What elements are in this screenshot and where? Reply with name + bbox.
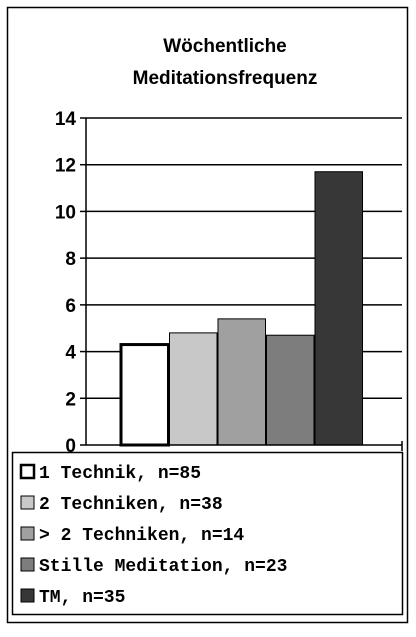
legend-swatch-3 [20,526,35,541]
legend-swatch-1 [19,463,36,480]
bars [119,171,363,447]
bar-2 [169,332,218,446]
y-tick-label: 6 [65,296,76,317]
legend-swatch-5 [20,588,35,603]
axes [80,117,403,451]
legend: 1 Technik, n=85 2 Techniken, n=38 > 2 Tech… [19,463,287,608]
legend-swatch-4 [20,557,35,572]
legend-label-3: > 2 Techniken, n=14 [39,526,244,546]
bar-1 [119,343,170,447]
y-tick-label: 0 [65,436,76,457]
legend-swatch-2 [20,495,35,510]
y-tick-label: 12 [55,156,76,177]
y-tick-labels: 0 2 4 6 8 10 12 14 [55,109,77,457]
legend-label-1: 1 Technik, n=85 [39,464,201,484]
legend-label-4: Stille Meditation, n=23 [39,557,287,577]
y-tick-label: 4 [65,343,76,364]
legend-label-5: TM, n=35 [39,588,125,608]
bar-3 [217,318,266,446]
bar-5 [314,171,363,446]
legend-box [11,451,404,616]
y-tick-label: 8 [65,249,76,270]
chart-title-line-1: Wöchentliche [163,36,287,57]
chart-title-line-2: Meditationsfrequenz [133,68,318,89]
y-tick-label: 10 [55,202,76,223]
bar-4 [266,334,315,446]
legend-label-2: 2 Techniken, n=38 [39,495,223,515]
y-tick-label: 14 [55,109,77,130]
y-tick-label: 2 [65,389,76,410]
